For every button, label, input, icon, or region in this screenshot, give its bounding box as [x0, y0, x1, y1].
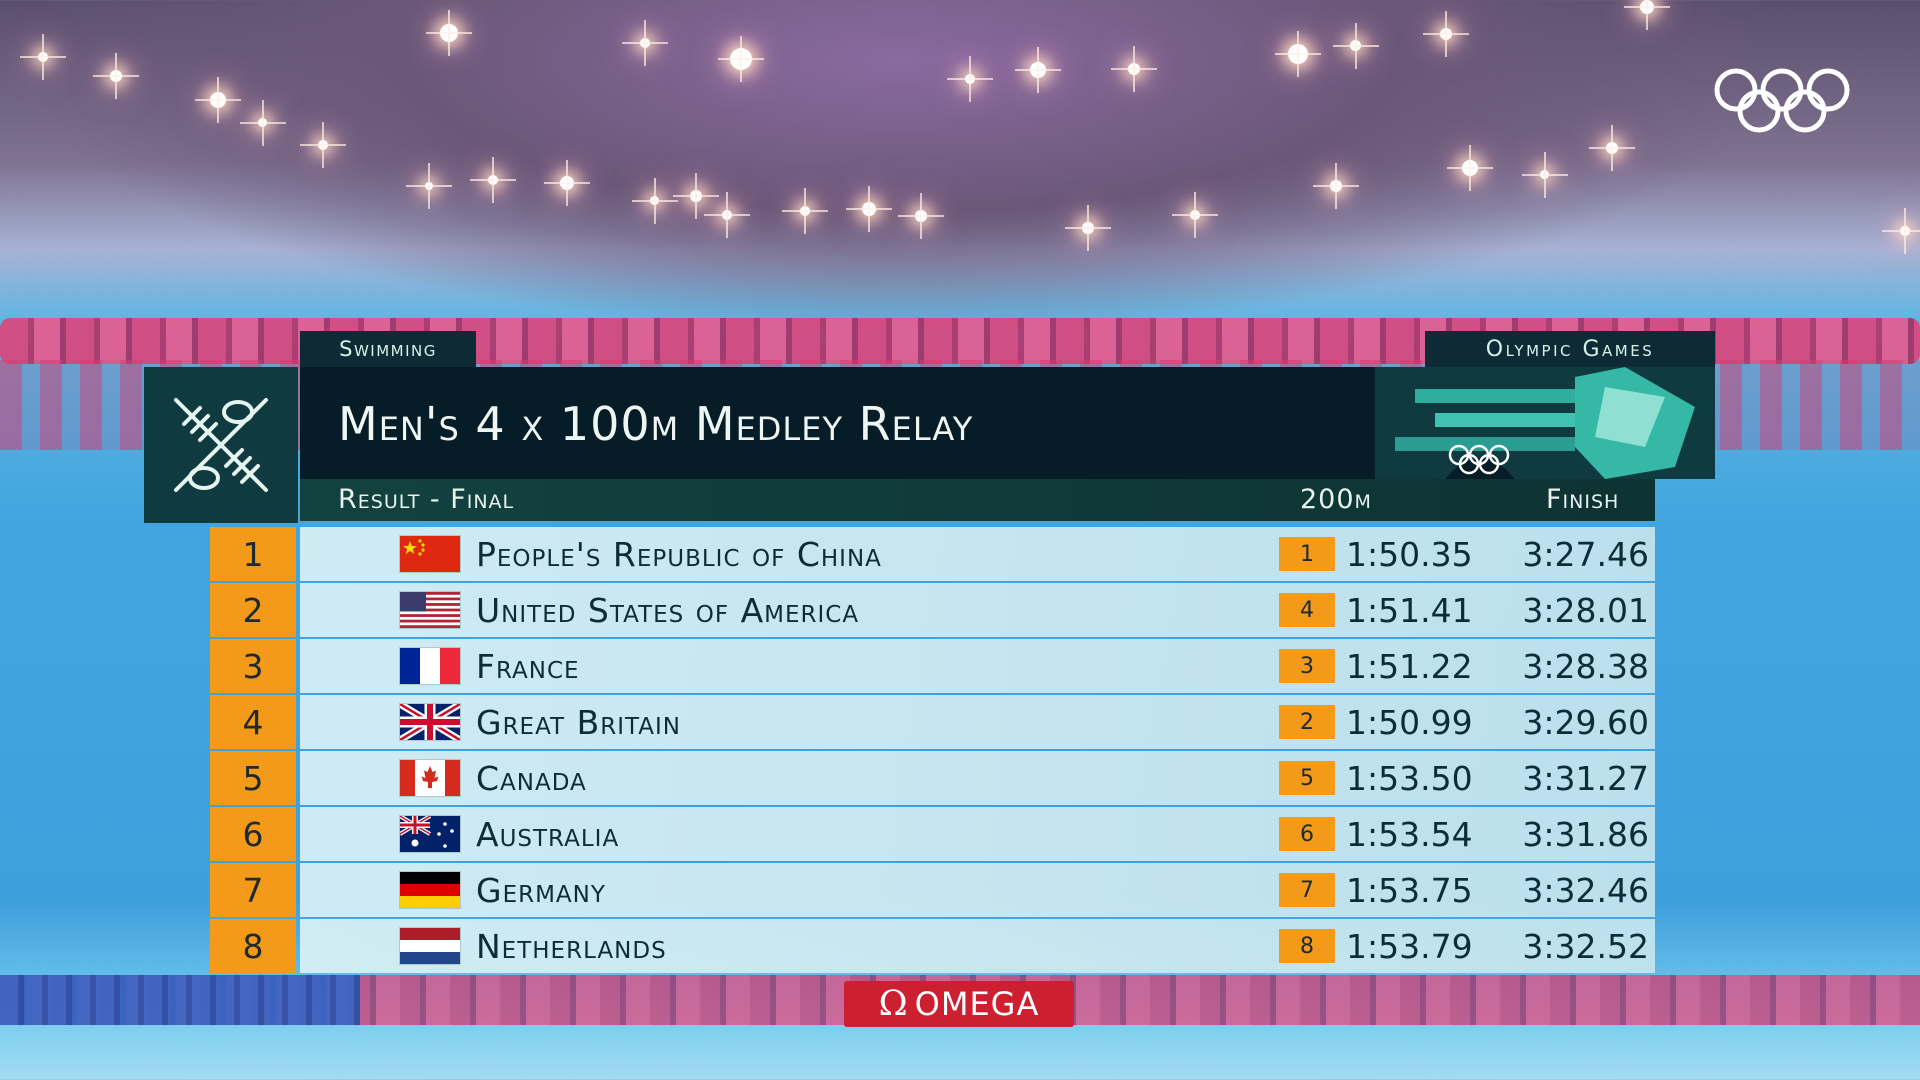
table-row: 2 United States of America 4 1:51.41 3:2…	[210, 583, 1655, 639]
rank-badge: 6	[210, 807, 296, 861]
table-row: 7 Germany 7 1:53.75 3:32.46	[210, 863, 1655, 919]
split-time: 1:53.54	[1346, 815, 1473, 854]
games-tag: Olympic Games	[1425, 331, 1715, 367]
split-time: 1:53.79	[1346, 927, 1473, 966]
finish-time: 3:32.46	[1522, 871, 1649, 910]
finish-column-header: Finish	[1546, 484, 1620, 515]
split-column-header: 200m	[1300, 484, 1372, 515]
rank-badge: 4	[210, 695, 296, 749]
finish-time: 3:31.86	[1522, 815, 1649, 854]
stage-label: Result - Final	[338, 484, 515, 515]
table-row: 6 Australia 6 1:53.54 3:31.86	[210, 807, 1655, 863]
country-name: United States of America	[476, 591, 860, 630]
country-name: France	[476, 647, 580, 686]
title-bar	[300, 367, 1415, 479]
omega-logo: Ω OMEGA	[844, 981, 1074, 1027]
country-name: Great Britain	[476, 703, 681, 742]
olympic-rings-icon	[1714, 68, 1850, 133]
split-rank-badge: 7	[1279, 873, 1335, 907]
sponsor-name: OMEGA	[914, 985, 1040, 1023]
split-rank-badge: 6	[1279, 817, 1335, 851]
results-subheader	[300, 479, 1655, 521]
country-name: Netherlands	[476, 927, 667, 966]
split-rank-badge: 3	[1279, 649, 1335, 683]
omega-symbol-icon: Ω	[878, 984, 909, 1024]
great-britain-flag-icon	[400, 704, 460, 740]
split-time: 1:50.35	[1346, 535, 1473, 574]
sport-tag: Swimming	[300, 331, 476, 367]
australia-flag-icon	[400, 816, 460, 852]
rank-badge: 3	[210, 639, 296, 693]
swimming-pictogram-icon	[144, 367, 298, 523]
china-flag-icon	[400, 536, 460, 572]
country-name: Germany	[476, 871, 606, 910]
france-flag-icon	[400, 648, 460, 684]
lane-rope-bottom-blue	[0, 975, 360, 1025]
split-rank-badge: 2	[1279, 705, 1335, 739]
split-time: 1:50.99	[1346, 703, 1473, 742]
rank-badge: 5	[210, 751, 296, 805]
finish-time: 3:31.27	[1522, 759, 1649, 798]
split-time: 1:51.22	[1346, 647, 1473, 686]
finish-time: 3:27.46	[1522, 535, 1649, 574]
finish-time: 3:29.60	[1522, 703, 1649, 742]
table-row: 5 Canada 5 1:53.50 3:31.27	[210, 751, 1655, 807]
results-table: 1 People's Republic of China 1 1:50.35 3…	[210, 527, 1655, 975]
germany-flag-icon	[400, 872, 460, 908]
split-rank-badge: 1	[1279, 537, 1335, 571]
finish-time: 3:28.38	[1522, 647, 1649, 686]
canada-flag-icon	[400, 760, 460, 796]
rank-badge: 8	[210, 919, 296, 973]
table-row: 3 France 3 1:51.22 3:28.38	[210, 639, 1655, 695]
rank-badge: 7	[210, 863, 296, 917]
country-name: People's Republic of China	[476, 535, 882, 574]
finish-time: 3:32.52	[1522, 927, 1649, 966]
finish-time: 3:28.01	[1522, 591, 1649, 630]
country-name: Canada	[476, 759, 587, 798]
split-time: 1:53.75	[1346, 871, 1473, 910]
usa-flag-icon	[400, 592, 460, 628]
split-rank-badge: 8	[1279, 929, 1335, 963]
table-row: 8 Netherlands 8 1:53.79 3:32.52	[210, 919, 1655, 975]
country-name: Australia	[476, 815, 620, 854]
table-row: 4 Great Britain 2 1:50.99 3:29.60	[210, 695, 1655, 751]
split-time: 1:51.41	[1346, 591, 1473, 630]
rank-badge: 1	[210, 527, 296, 581]
rank-badge: 2	[210, 583, 296, 637]
split-rank-badge: 4	[1279, 593, 1335, 627]
table-row: 1 People's Republic of China 1 1:50.35 3…	[210, 527, 1655, 583]
netherlands-flag-icon	[400, 928, 460, 964]
paris-games-emblem-icon	[1375, 367, 1715, 479]
event-title: Men's 4 x 100m Medley Relay	[338, 397, 974, 451]
split-rank-badge: 5	[1279, 761, 1335, 795]
split-time: 1:53.50	[1346, 759, 1473, 798]
